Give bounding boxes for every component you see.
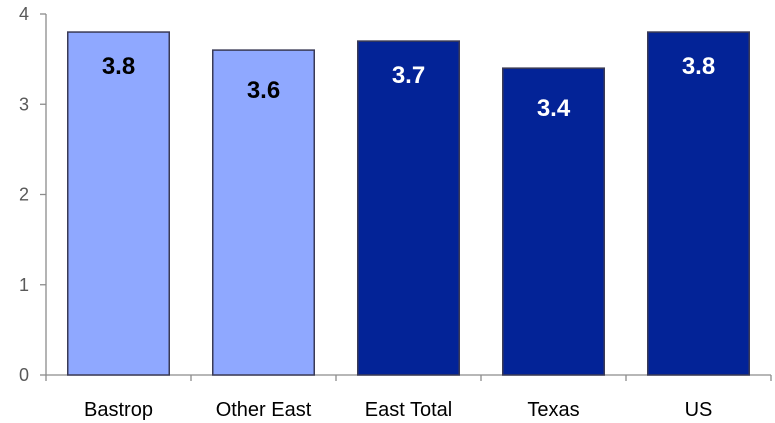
bar-us (647, 31, 750, 376)
category-label: Other East (216, 399, 312, 421)
data-label: 3.6 (247, 77, 280, 104)
data-label: 3.8 (102, 53, 135, 80)
category-label: East Total (365, 399, 452, 421)
y-tick-label: 1 (19, 275, 29, 295)
bar-bastrop (67, 31, 170, 376)
data-labels: 3.8 3.6 3.7 3.4 3.8 (102, 53, 715, 122)
bar-east-total (357, 40, 460, 376)
data-label: 3.4 (537, 95, 571, 122)
bar-other-east (212, 49, 315, 376)
y-axis: 0 1 2 3 4 (19, 4, 47, 385)
bar-texas (502, 67, 605, 376)
y-tick-label: 3 (19, 94, 29, 114)
data-label: 3.7 (392, 62, 425, 89)
x-axis (45, 374, 772, 381)
y-tick-label: 2 (19, 185, 29, 205)
y-tick-label: 4 (19, 4, 29, 24)
data-label: 3.8 (682, 53, 715, 80)
category-label: US (685, 399, 713, 421)
bars (67, 31, 750, 376)
category-labels: Bastrop Other East East Total Texas US (84, 399, 712, 421)
y-tick-label: 0 (19, 365, 29, 385)
category-label: Bastrop (84, 399, 153, 421)
category-label: Texas (527, 399, 579, 421)
